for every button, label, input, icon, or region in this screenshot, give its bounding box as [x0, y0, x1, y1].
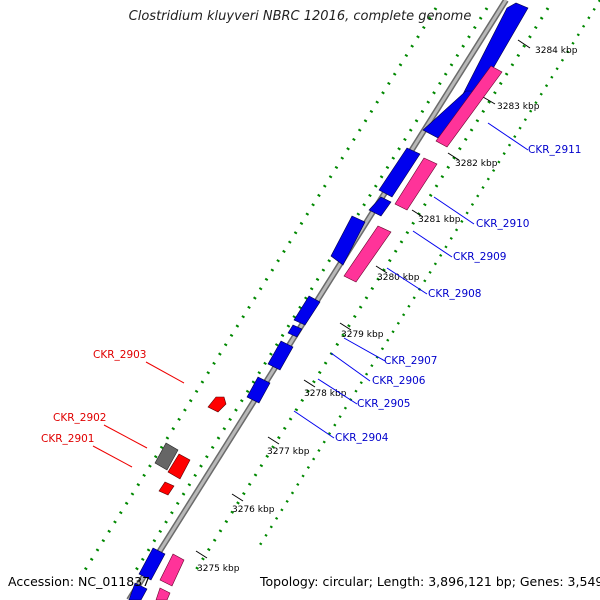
accession-label: Accession: NC_011837	[8, 574, 151, 589]
cds-feature	[293, 295, 321, 326]
tick-label: 3276 kbp	[232, 505, 275, 515]
cds-feature	[246, 376, 271, 404]
cds-feature	[378, 147, 421, 198]
cds-feature	[128, 582, 148, 600]
rna-feature	[343, 225, 392, 283]
gene-label: CKR_2904	[335, 432, 389, 444]
cds-feature	[267, 340, 294, 371]
map-title: Clostridium kluyveri NBRC 12016, complet…	[128, 9, 472, 24]
gene-label: CKR_2909	[453, 251, 506, 263]
red-feature	[167, 453, 191, 480]
rna-feature	[155, 587, 171, 600]
gene-label: CKR_2908	[428, 288, 481, 300]
left-callouts	[92, 361, 185, 468]
gc-track-outer-left	[83, 7, 438, 571]
gene-label: CKR_2911	[528, 144, 581, 156]
gc-track-inner-left	[131, 7, 489, 576]
gene-label: CKR_2907	[384, 355, 437, 367]
cds-feature	[138, 547, 166, 581]
gene-label: CKR_2910	[476, 218, 529, 230]
red-feature	[207, 396, 227, 413]
gene-label: CKR_2901	[41, 433, 94, 445]
tick-marks	[195, 39, 531, 559]
genome-backbone	[126, 0, 509, 600]
tick-label: 3280 kbp	[377, 273, 420, 283]
gene-label: CKR_2903	[93, 349, 146, 361]
left-features	[154, 396, 227, 496]
tick-label: 3278 kbp	[304, 389, 347, 399]
tick-label: 3275 kbp	[197, 564, 240, 574]
cds-features	[128, 2, 529, 600]
topology-label: Topology: circular; Length: 3,896,121 bp…	[260, 574, 600, 589]
gc-track-outer-right	[258, 0, 600, 546]
gc-track-inner-right	[194, 7, 550, 571]
rna-features	[155, 65, 503, 600]
cds-feature	[460, 2, 529, 104]
tick-label: 3277 kbp	[267, 447, 310, 457]
tick-label: 3284 kbp	[535, 46, 578, 56]
cds-feature	[330, 215, 366, 266]
tick-label: 3283 kbp	[497, 102, 540, 112]
cds-feature	[287, 324, 303, 338]
right-callouts	[293, 122, 529, 439]
rna-feature	[394, 157, 438, 211]
tick-label: 3279 kbp	[341, 330, 384, 340]
gene-label: CKR_2905	[357, 398, 410, 410]
gene-label: CKR_2906	[372, 375, 426, 387]
red-feature	[158, 481, 175, 496]
cds-feature	[368, 196, 392, 217]
gene-label: CKR_2902	[53, 412, 106, 424]
rna-feature	[159, 553, 185, 587]
tick-label: 3282 kbp	[455, 159, 498, 169]
gray-feature	[154, 442, 179, 471]
tick-label: 3281 kbp	[418, 215, 461, 225]
rna-feature	[435, 65, 503, 148]
